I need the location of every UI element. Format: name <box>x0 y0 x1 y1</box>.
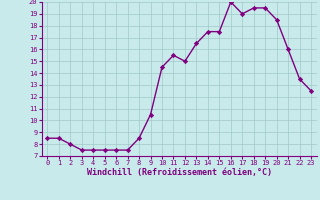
X-axis label: Windchill (Refroidissement éolien,°C): Windchill (Refroidissement éolien,°C) <box>87 168 272 177</box>
